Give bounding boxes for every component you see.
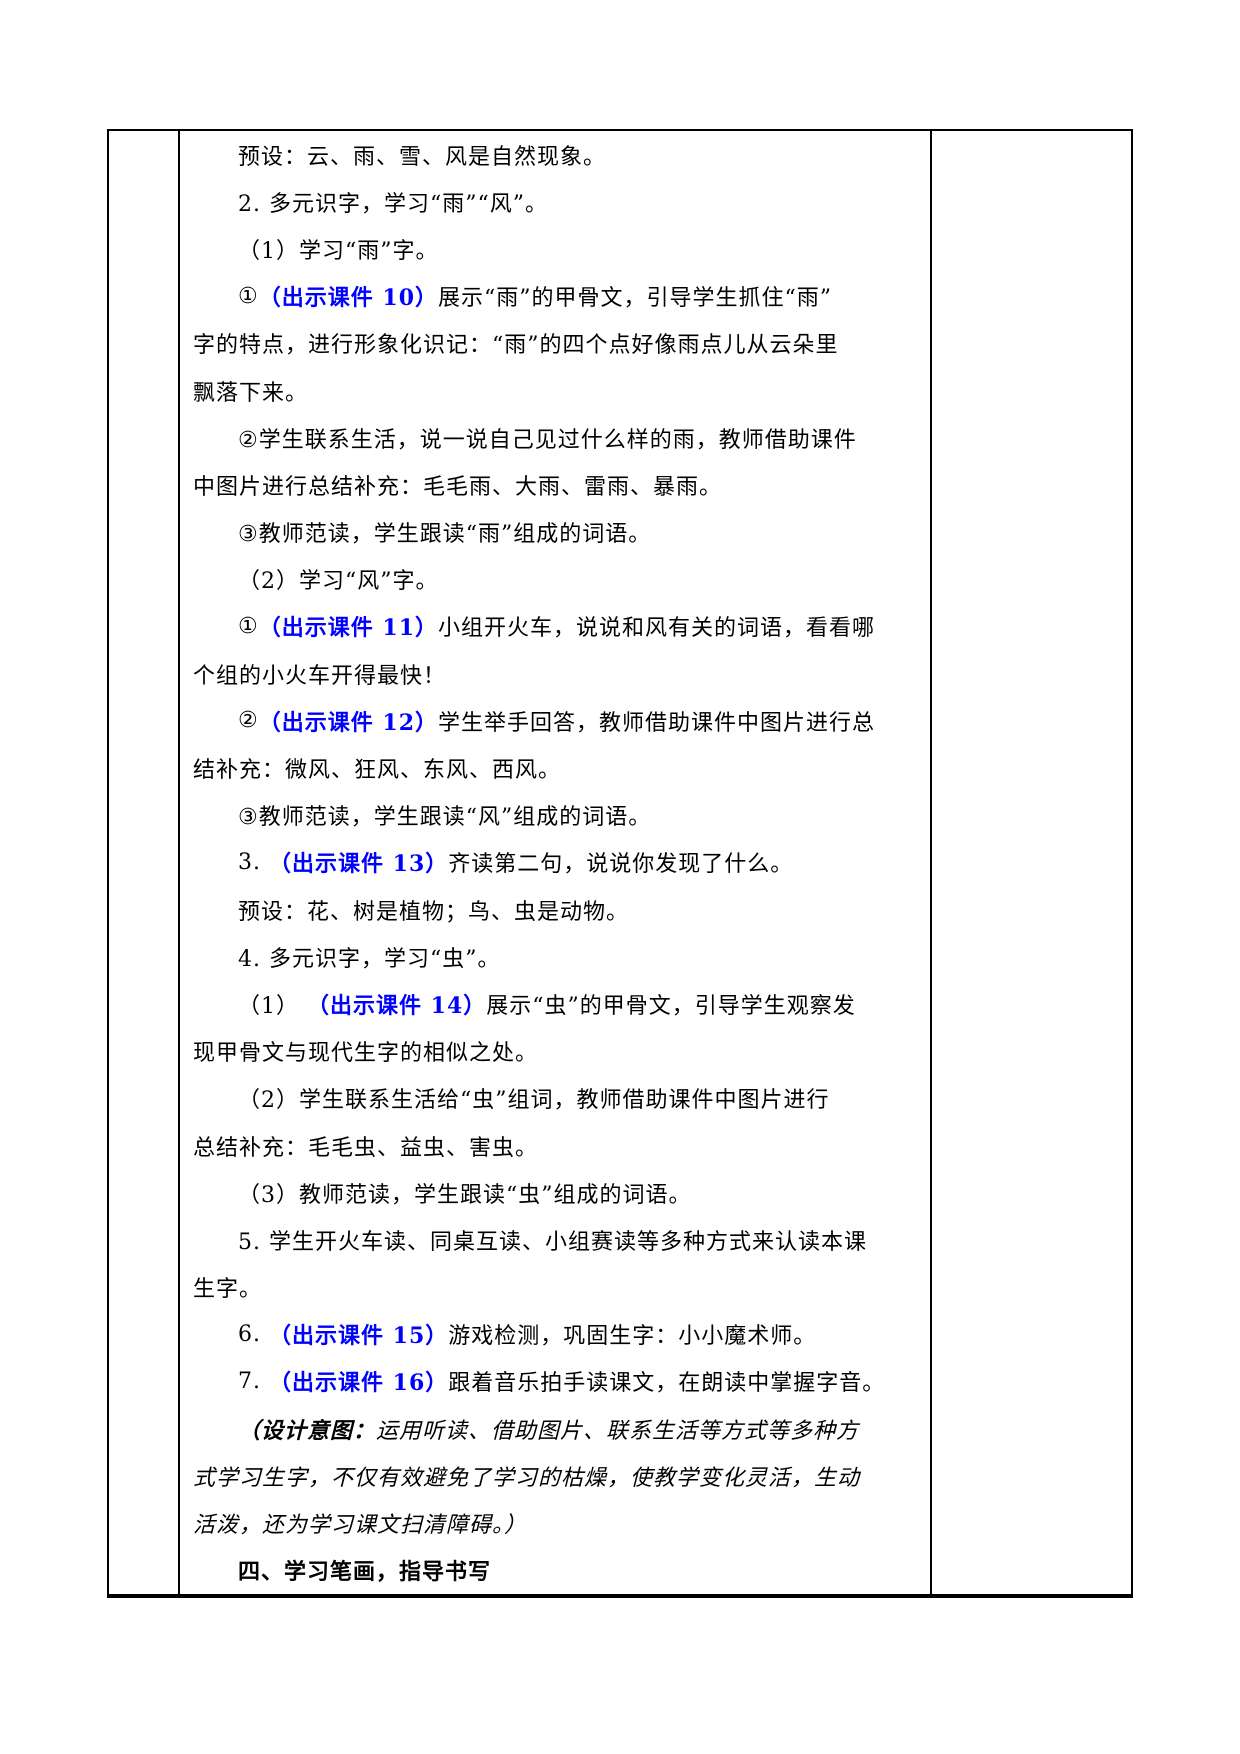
text-line: 式学习生字，不仅有效避免了学习的枯燥，使教学变化灵活，生动 <box>193 1452 928 1499</box>
body-text-segment: 6. <box>238 1321 269 1347</box>
body-text-segment: 学生举手回答，教师借助课件中图片进行总 <box>438 710 876 736</box>
body-text-segment: 运用听读、借助图片、联系生活等方式等多种方 <box>376 1418 860 1444</box>
courseware-cue-text: （出示课件 11） <box>258 615 439 642</box>
text-line: ① （出示课件 11） 小组开火车，说说和风有关的词语，看看哪 <box>193 603 928 650</box>
body-text-segment: 7. <box>238 1368 269 1394</box>
body-text-segment: 飘落下来。 <box>193 380 309 406</box>
text-line: 预设：云、雨、雪、风是自然现象。 <box>193 131 928 178</box>
courseware-cue-text: （出示课件 12） <box>258 709 439 736</box>
body-text-segment: 结补充：微风、狂风、东风、西风。 <box>193 758 562 784</box>
text-line: ②学生联系生活，说一说自己见过什么样的雨，教师借助课件 <box>193 414 928 461</box>
courseware-cue-text: （出示课件 16） <box>268 1370 449 1397</box>
text-line: 个组的小火车开得最快！ <box>193 650 928 697</box>
text-line: 总结补充：毛毛虫、益虫、害虫。 <box>193 1122 928 1169</box>
body-text-segment: 活泼，还为学习课文扫清障碍。） <box>193 1513 528 1539</box>
text-line: 3. （出示课件 13） 齐读第二句，说说你发现了什么。 <box>193 839 928 886</box>
body-text-segment: （3）教师范读，学生跟读“虫”组成的词语。 <box>238 1182 692 1208</box>
body-text-segment: 齐读第二句，说说你发现了什么。 <box>448 852 794 878</box>
body-text-segment: 预设：云、雨、雪、风是自然现象。 <box>238 144 607 170</box>
body-text-segment: 个组的小火车开得最快！ <box>193 663 447 689</box>
body-text-segment: ②学生联系生活，说一说自己见过什么样的雨，教师借助课件 <box>238 427 857 453</box>
body-text-segment: ③教师范读，学生跟读“风”组成的词语。 <box>238 805 652 831</box>
lesson-plan-table: 预设：云、雨、雪、风是自然现象。 2. 多元识字，学习“雨”“风”。 （1）学习“雨… <box>107 129 1133 1598</box>
text-line: 生字。 <box>193 1264 928 1311</box>
table-cell-right <box>932 131 1131 1594</box>
body-text-segment: （1）学习“雨”字。 <box>238 238 439 264</box>
body-text-segment: 小组开火车，说说和风有关的词语，看看哪 <box>438 616 876 642</box>
text-line: 字的特点，进行形象化识记：“雨”的四个点好像雨点儿从云朵里 <box>193 320 928 367</box>
body-text-segment: （设计意图： <box>238 1417 377 1444</box>
column-divider-right <box>930 131 932 1594</box>
body-text-segment: 总结补充：毛毛虫、益虫、害虫。 <box>193 1135 539 1161</box>
body-text-segment: 2. 多元识字，学习“雨”“风”。 <box>238 191 548 217</box>
text-line: （3）教师范读，学生跟读“虫”组成的词语。 <box>193 1169 928 1216</box>
table-cell-left <box>109 131 178 1594</box>
lesson-plan-text: 预设：云、雨、雪、风是自然现象。 2. 多元识字，学习“雨”“风”。 （1）学习“雨… <box>193 131 928 1594</box>
body-text-segment: ② <box>238 708 259 734</box>
body-text-segment: （2）学生联系生活给“虫”组词，教师借助课件中图片进行 <box>238 1088 830 1114</box>
body-text-segment: 四、学习笔画，指导书写 <box>238 1559 492 1586</box>
text-line: 飘落下来。 <box>193 367 928 414</box>
body-text-segment: 式学习生字，不仅有效避免了学习的枯燥，使教学变化灵活，生动 <box>193 1465 861 1491</box>
courseware-cue-text: （出示课件 10） <box>258 285 439 312</box>
text-line: ② （出示课件 12） 学生举手回答，教师借助课件中图片进行总 <box>193 697 928 744</box>
text-line: （2）学习“风”字。 <box>193 556 928 603</box>
body-text-segment: 生字。 <box>193 1277 263 1303</box>
table-cell-content: 预设：云、雨、雪、风是自然现象。 2. 多元识字，学习“雨”“风”。 （1）学习“雨… <box>180 131 930 1594</box>
body-text-segment: 字的特点，进行形象化识记：“雨”的四个点好像雨点儿从云朵里 <box>193 333 839 359</box>
text-line: 2. 多元识字，学习“雨”“风”。 <box>193 178 928 225</box>
body-text-segment: 预设：花、树是植物；鸟、虫是动物。 <box>238 899 630 925</box>
text-line: 中图片进行总结补充：毛毛雨、大雨、雷雨、暴雨。 <box>193 461 928 508</box>
text-line: ③教师范读，学生跟读“风”组成的词语。 <box>193 792 928 839</box>
body-text-segment: （2）学习“风”字。 <box>238 569 439 595</box>
courseware-cue-text: （出示课件 13） <box>268 851 449 878</box>
body-text-segment: 游戏检测，巩固生字：小小魔术师。 <box>448 1324 817 1350</box>
body-text-segment: （1） <box>238 993 307 1019</box>
text-line: 结补充：微风、狂风、东风、西风。 <box>193 744 928 791</box>
text-line: 四、学习笔画，指导书写 <box>193 1547 928 1594</box>
body-text-segment: ① <box>238 613 259 639</box>
text-line: ① （出示课件 10） 展示“雨”的甲骨文，引导学生抓住“雨” <box>193 273 928 320</box>
text-line: （2）学生联系生活给“虫”组词，教师借助课件中图片进行 <box>193 1075 928 1122</box>
text-line: 7. （出示课件 16） 跟着音乐拍手读课文，在朗读中掌握字音。 <box>193 1358 928 1405</box>
text-line: 现甲骨文与现代生字的相似之处。 <box>193 1028 928 1075</box>
body-text-segment: ③教师范读，学生跟读“雨”组成的词语。 <box>238 522 652 548</box>
text-line: 预设：花、树是植物；鸟、虫是动物。 <box>193 886 928 933</box>
text-line: 活泼，还为学习课文扫清障碍。） <box>193 1499 928 1546</box>
body-text-segment: 中图片进行总结补充：毛毛雨、大雨、雷雨、暴雨。 <box>193 474 723 500</box>
body-text-segment: 跟着音乐拍手读课文，在朗读中掌握字音。 <box>448 1371 886 1397</box>
text-line: ③教师范读，学生跟读“雨”组成的词语。 <box>193 509 928 556</box>
text-line: （1） （出示课件 14） 展示“虫”的甲骨文，引导学生观察发 <box>193 980 928 1027</box>
text-line: 6. （出示课件 15） 游戏检测，巩固生字：小小魔术师。 <box>193 1311 928 1358</box>
text-line: 5. 学生开火车读、同桌互读、小组赛读等多种方式来认读本课 <box>193 1216 928 1263</box>
body-text-segment: 4. 多元识字，学习“虫”。 <box>238 946 501 972</box>
courseware-cue-text: （出示课件 15） <box>268 1323 449 1350</box>
body-text-segment: 5. 学生开火车读、同桌互读、小组赛读等多种方式来认读本课 <box>238 1229 867 1255</box>
body-text-segment: 现甲骨文与现代生字的相似之处。 <box>193 1041 539 1067</box>
text-line: （设计意图： 运用听读、借助图片、联系生活等方式等多种方 <box>193 1405 928 1452</box>
text-line: 4. 多元识字，学习“虫”。 <box>193 933 928 980</box>
body-text-segment: 展示“雨”的甲骨文，引导学生抓住“雨” <box>438 286 833 312</box>
column-divider-left <box>178 131 180 1594</box>
body-text-segment: ① <box>238 283 259 309</box>
courseware-cue-text: （出示课件 14） <box>307 992 487 1019</box>
text-line: （1）学习“雨”字。 <box>193 225 928 272</box>
body-text-segment: 展示“虫”的甲骨文，引导学生观察发 <box>486 993 856 1019</box>
body-text-segment: 3. <box>238 849 269 875</box>
